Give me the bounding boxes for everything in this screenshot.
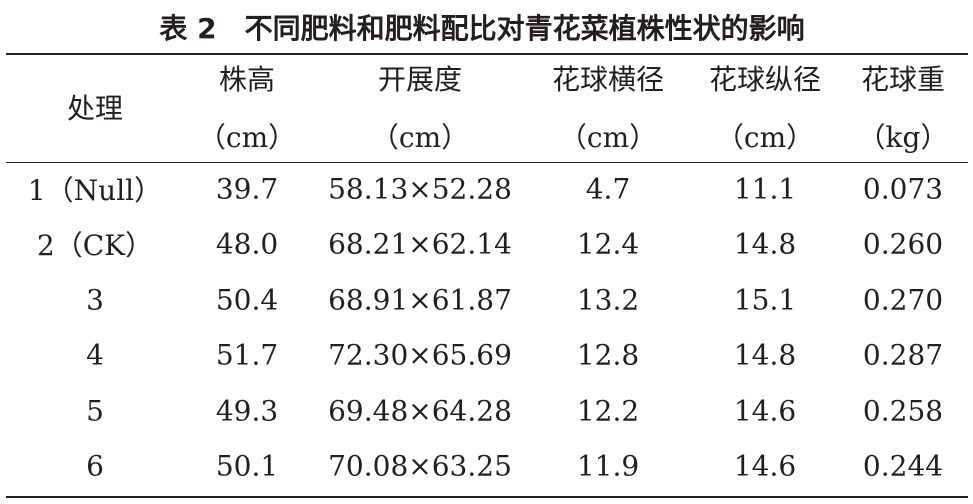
table-cell: 14.8 — [733, 338, 797, 372]
column-unit: （cm） — [558, 121, 658, 154]
table-cell: 11.1 — [733, 172, 797, 206]
table-cell: 11.9 — [576, 449, 640, 483]
table-cell: 0.073 — [862, 172, 944, 206]
table-cell: 6 — [86, 449, 104, 483]
table-cell: 14.6 — [733, 449, 797, 483]
table-cell: 68.91×61.87 — [328, 283, 512, 317]
table-cell: 49.3 — [215, 394, 279, 428]
table-cell: 5 — [86, 394, 104, 428]
table-cell: 3 — [86, 283, 104, 317]
table-cell: 1（Null） — [27, 174, 163, 207]
column-header: 花球纵径 — [708, 63, 822, 96]
column-unit: （cm） — [715, 121, 815, 154]
bottom-rule — [6, 496, 968, 498]
table-cell: 72.30×65.69 — [328, 338, 512, 372]
table-cell: 0.244 — [862, 449, 944, 483]
table-cell: 12.8 — [576, 338, 640, 372]
table-cell: 4.7 — [585, 172, 631, 206]
table-title: 表 2 不同肥料和肥料配比对青花菜植株性状的影响 — [159, 12, 805, 45]
table-cell: 0.258 — [862, 394, 944, 428]
column-unit: （kg） — [857, 121, 949, 154]
column-header: 处理 — [66, 92, 124, 125]
top-rule — [6, 53, 968, 55]
table-cell: 13.2 — [576, 283, 640, 317]
header-rule — [6, 162, 968, 163]
table-cell: 0.260 — [862, 227, 944, 261]
table-cell: 15.1 — [733, 283, 797, 317]
column-header: 开展度 — [377, 63, 463, 96]
column-header: 株高 — [218, 63, 276, 96]
column-header: 花球重 — [860, 63, 946, 96]
column-header: 花球横径 — [551, 63, 665, 96]
table-cell: 69.48×64.28 — [328, 394, 512, 428]
table-cell: 0.270 — [862, 283, 944, 317]
table-cell: 12.4 — [576, 227, 640, 261]
column-unit: （cm） — [370, 121, 470, 154]
table-cell: 50.4 — [215, 283, 279, 317]
table-cell: 51.7 — [215, 338, 279, 372]
table-cell: 14.6 — [733, 394, 797, 428]
column-unit: （cm） — [197, 121, 297, 154]
table-cell: 39.7 — [215, 172, 279, 206]
table-cell: 14.8 — [733, 227, 797, 261]
table-cell: 58.13×52.28 — [328, 172, 512, 206]
table-cell: 68.21×62.14 — [328, 227, 512, 261]
table-cell: 0.287 — [862, 338, 944, 372]
table-cell: 50.1 — [215, 449, 279, 483]
table-cell: 48.0 — [215, 227, 279, 261]
table-cell: 2（CK） — [36, 229, 154, 263]
table-cell: 12.2 — [576, 394, 640, 428]
table-cell: 4 — [86, 338, 104, 372]
table-cell: 70.08×63.25 — [328, 449, 512, 483]
